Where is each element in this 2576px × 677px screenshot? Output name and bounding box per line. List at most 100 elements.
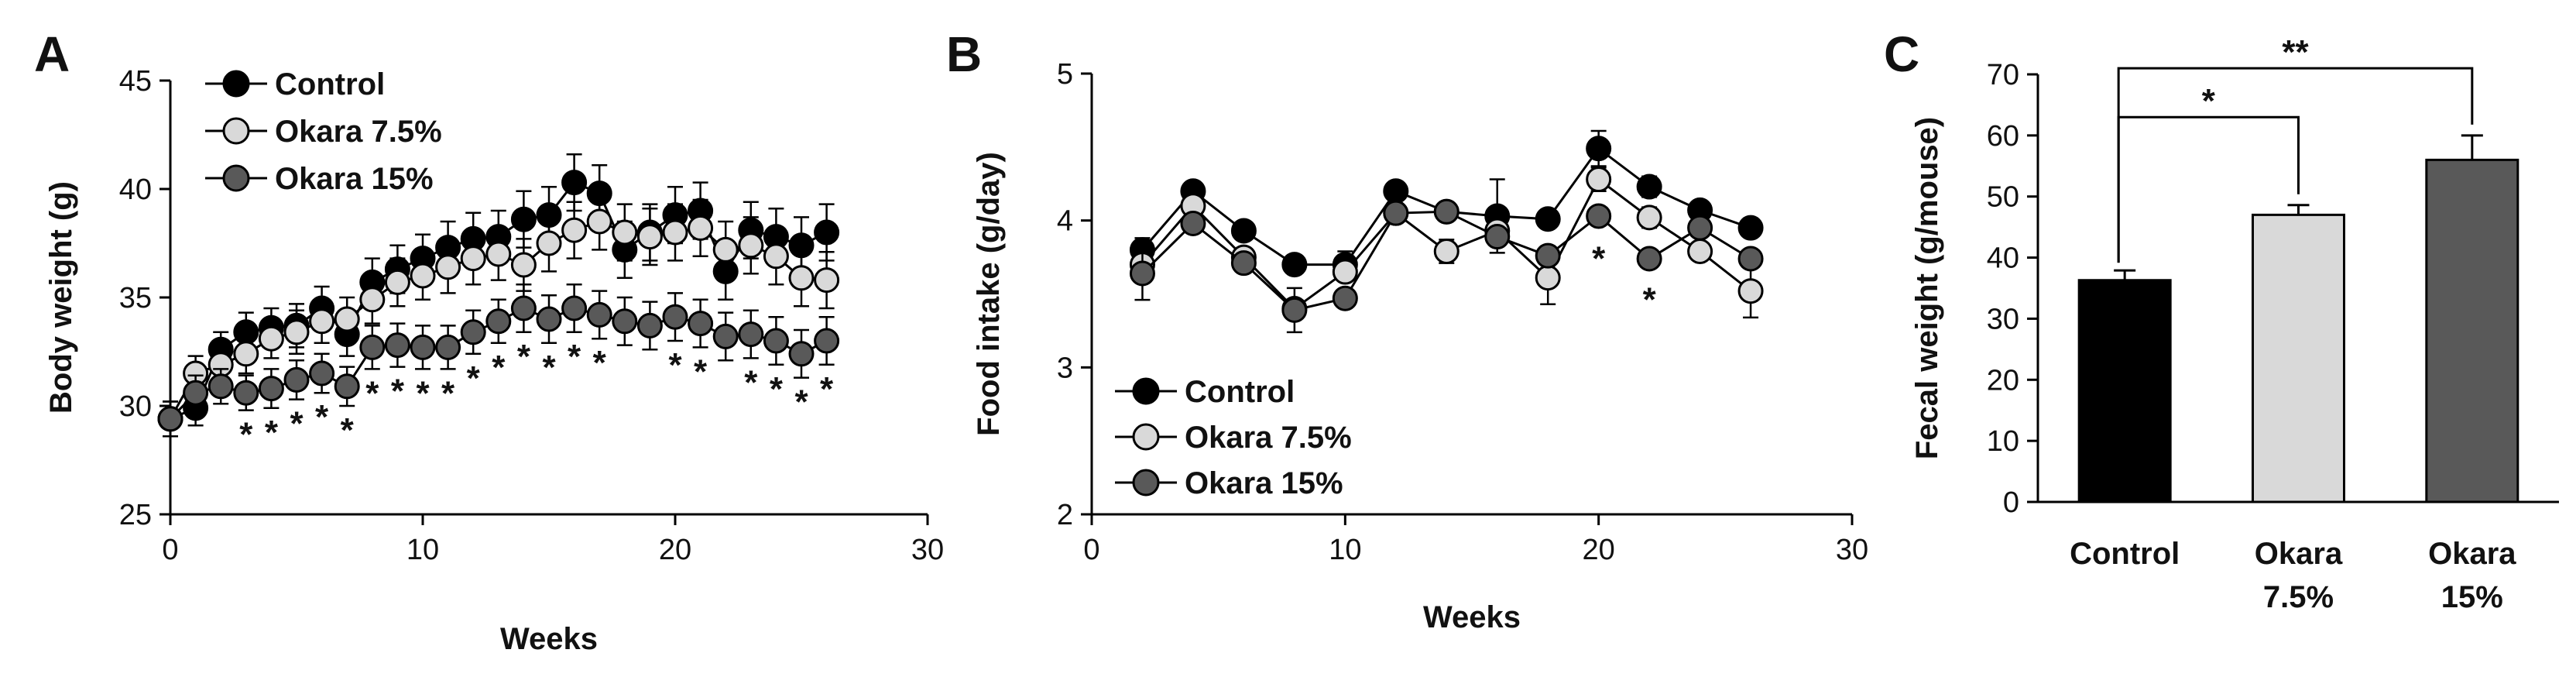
significance-star: * xyxy=(794,383,808,421)
panel-a: A 25 30 35 40 45 0 10 20 30 Weeks Body weight (g) * *… xyxy=(34,26,944,656)
data-point xyxy=(814,219,840,246)
data-point xyxy=(688,215,714,241)
data-point xyxy=(1433,198,1460,225)
significance-star: * xyxy=(341,411,355,449)
data-point xyxy=(1332,285,1358,311)
data-point xyxy=(612,308,638,335)
data-point xyxy=(1281,252,1308,278)
data-point xyxy=(208,373,234,400)
legend-marker xyxy=(222,164,250,192)
data-point xyxy=(1687,238,1713,264)
data-point xyxy=(510,206,537,232)
data-point xyxy=(1535,206,1561,232)
data-point xyxy=(485,308,512,335)
data-point xyxy=(1281,297,1308,323)
data-point xyxy=(359,334,386,360)
x-tick-label: 10 xyxy=(406,534,439,566)
data-point xyxy=(1180,210,1206,236)
bar xyxy=(2077,279,2172,503)
y-tick-label: 0 xyxy=(2003,486,2019,519)
series-okara-15- xyxy=(1129,198,1764,334)
legend-label: Control xyxy=(1185,375,1295,409)
data-point xyxy=(662,304,688,330)
significance-star: * xyxy=(1643,281,1657,319)
panel-b-letter: B xyxy=(946,26,982,82)
data-point xyxy=(309,360,335,387)
data-point xyxy=(233,341,259,367)
significance-star: * xyxy=(315,398,329,436)
data-point xyxy=(435,254,461,280)
data-point xyxy=(1737,278,1764,304)
data-point xyxy=(283,319,310,345)
y-tick-label: 35 xyxy=(119,282,152,314)
data-point xyxy=(1737,215,1764,241)
y-tick-label: 3 xyxy=(1057,352,1073,384)
data-point xyxy=(460,319,486,345)
data-point xyxy=(712,323,739,349)
data-point xyxy=(612,219,638,246)
significance-star: * xyxy=(467,359,481,397)
x-tick-label: 0 xyxy=(1083,534,1099,566)
data-point xyxy=(788,341,815,367)
x-tick-label: 20 xyxy=(1583,534,1615,566)
data-point xyxy=(283,366,310,393)
data-point xyxy=(359,287,386,313)
data-point xyxy=(233,380,259,406)
data-point xyxy=(334,373,360,400)
data-point xyxy=(763,328,789,354)
data-point xyxy=(738,232,764,259)
x-tick-label: 20 xyxy=(659,534,691,566)
data-point xyxy=(738,321,764,348)
y-tick-label: 30 xyxy=(1987,303,2019,335)
data-point xyxy=(561,170,588,196)
x-tick-label: 10 xyxy=(1329,534,1361,566)
data-point xyxy=(662,219,688,246)
data-point xyxy=(536,230,562,256)
data-point xyxy=(561,295,588,321)
category-label: 7.5% xyxy=(2263,580,2334,614)
data-point xyxy=(384,269,410,295)
y-tick-label: 30 xyxy=(119,390,152,423)
data-point xyxy=(258,325,284,352)
data-point xyxy=(334,306,360,332)
data-point xyxy=(1383,178,1409,204)
data-point xyxy=(586,301,612,328)
data-point xyxy=(1586,136,1612,162)
x-tick-label: 30 xyxy=(1836,534,1868,566)
data-point xyxy=(410,334,436,360)
data-point xyxy=(435,334,461,360)
data-point xyxy=(586,208,612,235)
significance-star: * xyxy=(668,346,682,384)
legend: Control Okara 7.5% Okara 15% xyxy=(205,67,442,196)
category-label: Okara xyxy=(2428,537,2516,571)
significance-star: * xyxy=(239,416,253,454)
data-point xyxy=(183,380,209,406)
significance-bracket xyxy=(2117,67,2474,263)
data-point xyxy=(258,376,284,402)
data-point xyxy=(814,328,840,354)
data-point xyxy=(1636,246,1662,272)
legend-label: Okara 7.5% xyxy=(275,115,442,149)
panel-a-letter: A xyxy=(34,26,70,82)
y-tick-label: 40 xyxy=(1987,242,2019,275)
legend-marker xyxy=(222,117,250,145)
data-point xyxy=(814,267,840,294)
data-point xyxy=(1230,218,1257,244)
data-point xyxy=(460,246,486,272)
y-tick-label: 40 xyxy=(119,174,152,206)
panel-b: B 2 3 4 5 0 10 20 30 Weeks Food intake (g/day) * * Co… xyxy=(946,26,1868,634)
x-axis-title: Weeks xyxy=(500,622,598,656)
data-point xyxy=(1586,203,1612,229)
data-point xyxy=(1129,260,1155,287)
data-point xyxy=(1586,167,1612,193)
significance-star: * xyxy=(492,349,506,387)
y-tick-label: 70 xyxy=(1987,59,2019,91)
data-point xyxy=(1484,224,1511,250)
x-tick-label: 30 xyxy=(911,534,944,566)
category-label: Control xyxy=(2070,537,2180,571)
y-tick-label: 25 xyxy=(119,499,152,531)
bar xyxy=(2425,158,2519,503)
category-label: Okara xyxy=(2255,537,2343,571)
